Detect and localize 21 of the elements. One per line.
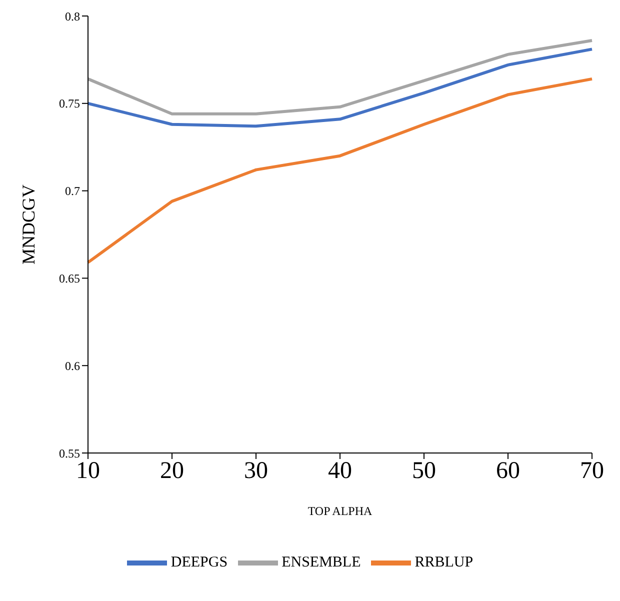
x-tick-label: 10 [76,458,100,484]
x-axis-title: TOP ALPHA [308,504,372,518]
x-tick-label: 30 [244,458,268,484]
legend-label: RRBLUP [414,554,474,570]
y-tick-label: 0.75 [59,96,80,111]
line-series [86,48,594,128]
line-series [86,38,594,116]
y-tick-label: 0.8 [65,9,80,24]
y-tick-label: 0.65 [59,271,80,286]
x-tick-label: 20 [160,458,184,484]
line-series [86,77,594,264]
y-tick-label: 0.7 [65,184,80,198]
legend-label: DEEPGS [170,554,228,570]
x-tick-label: 50 [412,458,436,484]
x-tick-label: 60 [496,458,520,484]
x-tick-label: 70 [580,458,604,484]
y-tick-label: 0.6 [65,358,80,373]
y-axis-title: MNDCGV [18,184,38,264]
y-tick-label: 0.55 [59,446,80,460]
x-tick-label: 40 [328,458,352,484]
legend-label: ENSEMBLE [282,554,361,570]
